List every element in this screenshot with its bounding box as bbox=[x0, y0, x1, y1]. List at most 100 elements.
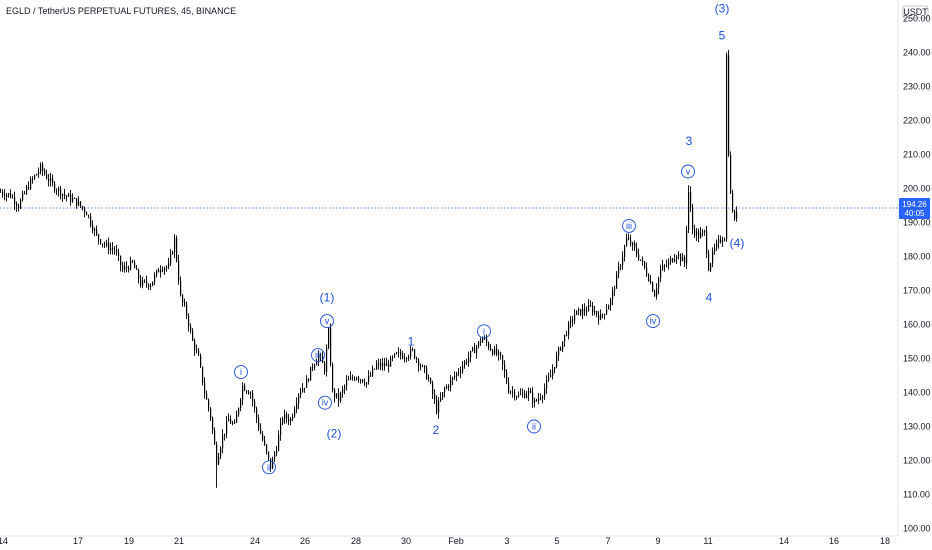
candle-body bbox=[268, 451, 270, 459]
candle-body bbox=[56, 190, 58, 192]
currency-badge[interactable] bbox=[902, 5, 929, 19]
candle-body bbox=[58, 188, 60, 191]
x-tick-label: 11 bbox=[703, 536, 712, 546]
candle-body bbox=[460, 371, 462, 373]
wave-label: iv bbox=[322, 398, 329, 408]
candle-body bbox=[296, 403, 298, 410]
candle-body bbox=[118, 252, 120, 256]
candle-body bbox=[688, 192, 690, 231]
candle-body bbox=[320, 354, 322, 356]
candle-body bbox=[370, 375, 372, 377]
candle-body bbox=[226, 421, 228, 434]
candle-body bbox=[506, 372, 508, 383]
candle-body bbox=[476, 346, 478, 353]
candle-body bbox=[676, 256, 678, 260]
candle-body bbox=[276, 450, 278, 454]
wave-label: 2 bbox=[433, 423, 440, 437]
candle-body bbox=[730, 154, 732, 194]
wave-label: 5 bbox=[719, 29, 726, 43]
candle-body bbox=[590, 304, 592, 306]
candle-body bbox=[180, 280, 182, 295]
y-tick-label: 110.00 bbox=[903, 490, 930, 500]
price-axis[interactable]: USDT 100.00 110.00 120.00 130.00 140.00 150.0… bbox=[897, 0, 931, 536]
candle-body bbox=[132, 260, 134, 262]
candle-body bbox=[732, 193, 734, 211]
candle-body bbox=[232, 423, 234, 424]
candle-body bbox=[14, 197, 16, 205]
candle-body bbox=[238, 408, 240, 415]
candle-body bbox=[44, 170, 46, 175]
candle-body bbox=[448, 385, 450, 387]
candle-body bbox=[214, 430, 216, 445]
candle-body bbox=[294, 409, 296, 417]
candle-body bbox=[656, 288, 658, 297]
candle-body bbox=[648, 275, 650, 281]
candle-body bbox=[538, 398, 540, 401]
wave-label: i bbox=[240, 367, 242, 377]
candle-body bbox=[26, 186, 28, 193]
candle-body bbox=[254, 401, 256, 409]
candle-body bbox=[418, 359, 420, 366]
candle-body bbox=[16, 204, 18, 207]
candle-body bbox=[12, 197, 14, 199]
candle-body bbox=[496, 348, 498, 355]
candle-body bbox=[558, 347, 560, 356]
wave-label-circle bbox=[646, 314, 660, 329]
candle-body bbox=[380, 362, 382, 367]
candle-body bbox=[4, 194, 6, 197]
candle-body bbox=[564, 334, 566, 342]
candle-body bbox=[62, 194, 64, 196]
wave-label-circle bbox=[622, 218, 636, 233]
candle-body bbox=[392, 356, 394, 358]
candle-body bbox=[80, 201, 82, 207]
candle-body bbox=[220, 447, 222, 457]
candle-body bbox=[424, 365, 426, 369]
y-tick-label: 200.00 bbox=[903, 184, 931, 194]
candle-body bbox=[88, 215, 90, 217]
candle-body bbox=[104, 243, 106, 245]
time-axis[interactable]: 14 17 19 21 24 26 28 30 Feb 3 5 7 9 11 14 16 18 bbox=[0, 535, 898, 546]
candle-body bbox=[298, 394, 300, 404]
candle-body bbox=[678, 254, 680, 257]
candle-body bbox=[526, 395, 528, 398]
candle-body bbox=[146, 281, 148, 285]
candle-body bbox=[198, 350, 200, 356]
candle-body bbox=[610, 299, 612, 306]
last-price-value: 194.26 bbox=[902, 200, 927, 209]
candle-body bbox=[432, 383, 434, 395]
candle-body bbox=[352, 377, 354, 379]
candle-body bbox=[682, 257, 684, 262]
candle-body bbox=[170, 253, 172, 264]
candle-body bbox=[708, 253, 710, 271]
candle-body bbox=[256, 408, 258, 419]
candle-body bbox=[636, 247, 638, 255]
candle-body bbox=[696, 231, 698, 236]
candle-body bbox=[312, 366, 314, 368]
candle-body bbox=[536, 400, 538, 401]
x-tick-label: 28 bbox=[351, 536, 361, 546]
candle-body bbox=[666, 265, 668, 267]
candle-body bbox=[510, 391, 512, 393]
wave-label-circle bbox=[234, 365, 248, 380]
candle-body bbox=[376, 364, 378, 369]
candle-body bbox=[430, 378, 432, 384]
candle-body bbox=[244, 385, 246, 391]
candle-body bbox=[308, 379, 310, 381]
candle-body bbox=[348, 379, 350, 381]
candle-body bbox=[452, 377, 454, 380]
candle-body bbox=[566, 334, 568, 336]
candle-body bbox=[482, 338, 484, 343]
candle-body bbox=[714, 247, 716, 252]
candle-body bbox=[124, 266, 126, 270]
candle-body bbox=[620, 265, 622, 268]
candle-body bbox=[36, 174, 38, 176]
candle-body bbox=[300, 392, 302, 395]
candle-body bbox=[710, 263, 712, 271]
candle-body bbox=[70, 194, 72, 202]
candle-body bbox=[74, 198, 76, 200]
candle-body bbox=[212, 417, 214, 431]
candle-body bbox=[612, 290, 614, 300]
candle-body bbox=[196, 350, 198, 351]
